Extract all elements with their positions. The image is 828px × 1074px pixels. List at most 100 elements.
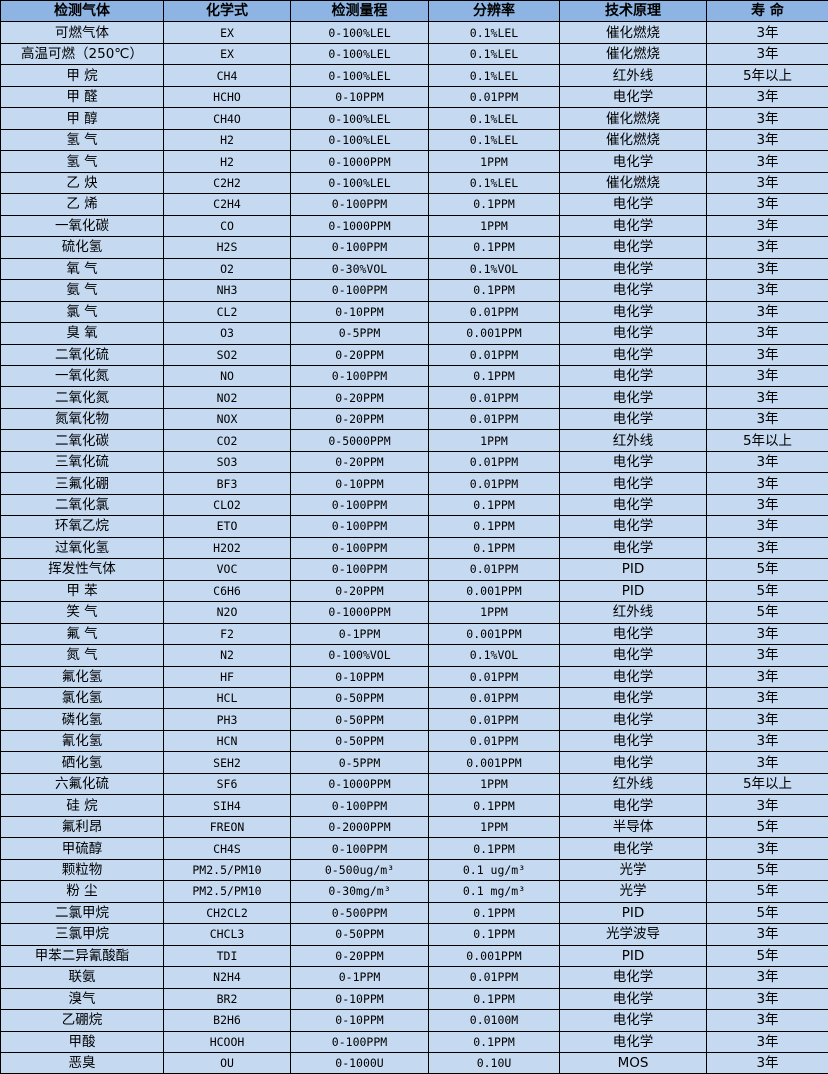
cell-formula: CH4S: [163, 837, 291, 860]
table-row: 氮氧化物 NOX 0-20PPM 0.01PPM 电化学 3年: [0, 407, 828, 431]
cell-resolution: 0.1%VOL: [428, 257, 560, 281]
cell-lifespan: 3年: [706, 450, 828, 474]
cell-lifespan: 3年: [706, 622, 828, 646]
cell-lifespan: 3年: [706, 150, 828, 173]
cell-formula: HCL: [163, 686, 291, 710]
cell-formula: B2H6: [163, 1009, 291, 1032]
table-row: 粉 尘 PM2.5/PM10 0-30mg/m³ 0.1 mg/m³ 光学 5年: [0, 880, 828, 903]
cell-gas: 甲硫醇: [0, 837, 164, 860]
cell-resolution: 0.01PPM: [428, 966, 560, 989]
cell-range: 0-20PPM: [290, 386, 429, 409]
cell-principle: 电化学: [559, 686, 707, 710]
header-gas: 检测气体: [0, 0, 164, 23]
cell-principle: 电化学: [559, 987, 707, 1011]
cell-gas: 氟化氢: [0, 665, 164, 689]
cell-lifespan: 5年: [706, 880, 828, 903]
table-row: 乙硼烷 B2H6 0-10PPM 0.0100M 电化学 3年: [0, 1009, 828, 1032]
cell-resolution: 1PPM: [428, 214, 560, 238]
cell-range: 0-1000PPM: [290, 772, 429, 796]
cell-principle: 红外线: [559, 601, 707, 624]
cell-range: 0-10PPM: [290, 472, 429, 495]
cell-principle: 电化学: [559, 1030, 707, 1053]
cell-lifespan: 3年: [706, 536, 828, 560]
cell-range: 0-100PPM: [290, 536, 429, 560]
cell-resolution: 0.1PPM: [428, 1030, 560, 1053]
cell-gas: 恶臭: [0, 1051, 164, 1074]
cell-resolution: 1PPM: [428, 429, 560, 452]
cell-principle: 电化学: [559, 966, 707, 989]
cell-formula: SEH2: [163, 751, 291, 774]
cell-resolution: 0.01PPM: [428, 729, 560, 753]
cell-range: 0-50PPM: [290, 708, 429, 731]
table-row: 氢 气 H2 0-1000PPM 1PPM 电化学 3年: [0, 150, 828, 173]
cell-principle: 电化学: [559, 837, 707, 860]
cell-formula: BR2: [163, 987, 291, 1011]
table-row: 一氧化碳 CO 0-1000PPM 1PPM 电化学 3年: [0, 214, 828, 238]
cell-formula: NO: [163, 364, 291, 388]
table-row: 乙 炔 C2H2 0-100%LEL 0.1%LEL 催化燃烧 3年: [0, 171, 828, 195]
table-row: 环氧乙烷 ETO 0-100PPM 0.1PPM 电化学 3年: [0, 515, 828, 538]
cell-range: 0-10PPM: [290, 300, 429, 324]
cell-principle: 催化燃烧: [559, 21, 707, 44]
cell-formula: N2: [163, 644, 291, 667]
cell-gas: 挥发性气体: [0, 558, 164, 581]
cell-formula: BF3: [163, 472, 291, 495]
cell-range: 0-1PPM: [290, 966, 429, 989]
cell-resolution: 0.1PPM: [428, 515, 560, 538]
cell-principle: PID: [559, 944, 707, 968]
cell-lifespan: 3年: [706, 1009, 828, 1032]
cell-principle: 电化学: [559, 450, 707, 474]
cell-gas: 硅 烷: [0, 794, 164, 817]
cell-lifespan: 3年: [706, 322, 828, 345]
cell-lifespan: 5年: [706, 944, 828, 968]
cell-range: 0-100PPM: [290, 515, 429, 538]
table-row: 挥发性气体 VOC 0-100PPM 0.01PPM PID 5年: [0, 558, 828, 581]
cell-gas: 二氧化氮: [0, 386, 164, 409]
table-row: 二氯甲烷 CH2CL2 0-500PPM 0.1PPM PID 5年: [0, 901, 828, 925]
cell-formula: NO2: [163, 386, 291, 409]
cell-lifespan: 3年: [706, 1051, 828, 1074]
cell-gas: 一氧化氮: [0, 364, 164, 388]
cell-lifespan: 3年: [706, 837, 828, 860]
cell-formula: O2: [163, 257, 291, 281]
header-lifespan: 寿 命: [706, 0, 828, 23]
table-row: 硒化氢 SEH2 0-5PPM 0.001PPM 电化学 3年: [0, 751, 828, 774]
cell-range: 0-100%LEL: [290, 128, 429, 152]
cell-gas: 甲 醇: [0, 107, 164, 130]
cell-gas: 粉 尘: [0, 880, 164, 903]
table-row: 二氧化硫 SO2 0-20PPM 0.01PPM 电化学 3年: [0, 343, 828, 366]
cell-formula: HCHO: [163, 85, 291, 109]
table-row: 三氯甲烷 CHCL3 0-50PPM 0.1PPM 光学波导 3年: [0, 923, 828, 946]
cell-formula: CHCL3: [163, 923, 291, 946]
cell-resolution: 0.1%LEL: [428, 42, 560, 66]
cell-gas: 氮氧化物: [0, 407, 164, 431]
cell-range: 0-100PPM: [290, 279, 429, 302]
cell-formula: H2O2: [163, 536, 291, 560]
cell-range: 0-30%VOL: [290, 257, 429, 281]
cell-principle: 电化学: [559, 150, 707, 173]
cell-gas: 氯化氢: [0, 686, 164, 710]
cell-lifespan: 3年: [706, 128, 828, 152]
cell-range: 0-1000U: [290, 1051, 429, 1074]
cell-principle: 半导体: [559, 815, 707, 839]
cell-resolution: 0.01PPM: [428, 686, 560, 710]
cell-range: 0-20PPM: [290, 944, 429, 968]
cell-lifespan: 3年: [706, 386, 828, 409]
cell-range: 0-500ug/m³: [290, 858, 429, 882]
cell-lifespan: 3年: [706, 923, 828, 946]
cell-gas: 一氧化碳: [0, 214, 164, 238]
cell-lifespan: 3年: [706, 794, 828, 817]
cell-lifespan: 3年: [706, 515, 828, 538]
cell-lifespan: 3年: [706, 42, 828, 66]
cell-principle: 红外线: [559, 429, 707, 452]
cell-range: 0-50PPM: [290, 729, 429, 753]
cell-gas: 联氨: [0, 966, 164, 989]
cell-resolution: 1PPM: [428, 772, 560, 796]
cell-gas: 六氟化硫: [0, 772, 164, 796]
cell-resolution: 0.1%LEL: [428, 128, 560, 152]
cell-formula: SO2: [163, 343, 291, 366]
cell-formula: PM2.5/PM10: [163, 880, 291, 903]
table-row: 六氟化硫 SF6 0-1000PPM 1PPM 红外线 5年以上: [0, 772, 828, 796]
cell-gas: 过氧化氢: [0, 536, 164, 560]
cell-formula: F2: [163, 622, 291, 646]
